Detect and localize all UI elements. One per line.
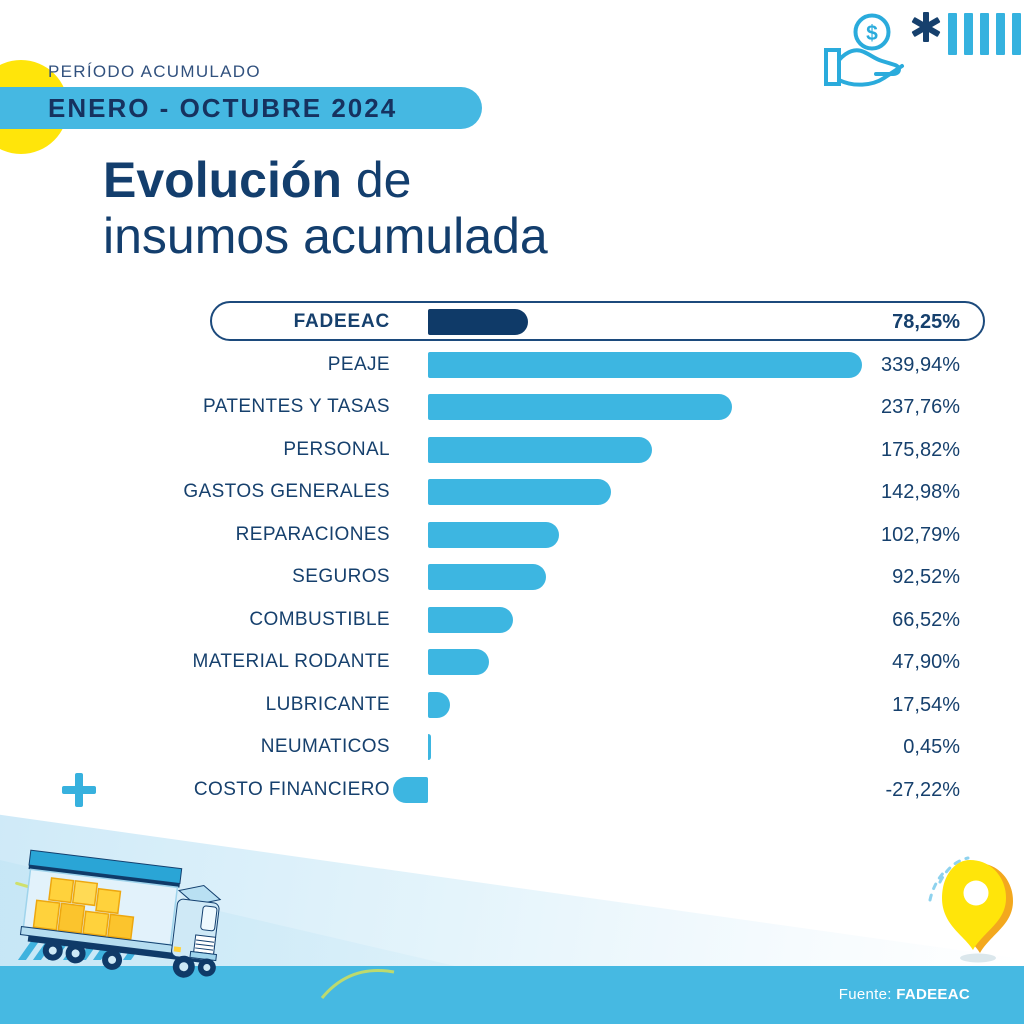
location-pin-icon <box>928 856 1013 963</box>
value-bar <box>428 436 653 463</box>
period-banner: ENERO - OCTUBRE 2024 <box>0 87 482 129</box>
value-label: 47,90% <box>892 651 960 673</box>
chart-row-gastos-generales: GASTOS GENERALES 142,98% <box>0 471 1024 513</box>
value-bar <box>428 606 513 633</box>
value-bar <box>428 564 547 590</box>
plus-icon <box>62 773 96 807</box>
chart-row-reparaciones: REPARACIONES 102,79% <box>0 514 1024 556</box>
chart-row-costo-financiero: COSTO FINANCIERO -27,22% <box>0 769 1024 811</box>
value-label: 102,79% <box>881 523 960 546</box>
tally-bars-icon <box>948 13 1021 55</box>
category-label: COMBUSTIBLE <box>249 608 390 630</box>
value-bar <box>428 521 560 548</box>
value-label: 237,76% <box>881 396 960 418</box>
value-bar <box>428 351 862 378</box>
value-label: -27,22% <box>885 778 961 801</box>
category-label: MATERIAL RODANTE <box>192 651 390 672</box>
chart-row-combustible: COMBUSTIBLE 66,52% <box>0 599 1024 641</box>
category-label: PEAJE <box>327 353 390 375</box>
truck-illustration <box>19 849 222 978</box>
chart-row-material-rodante: MATERIAL RODANTE 47,90% <box>0 641 1024 683</box>
value-bar <box>428 691 451 718</box>
category-label: PERSONAL <box>283 438 390 460</box>
fadeeac-highlight-pill <box>210 301 985 341</box>
value-label: 92,52% <box>892 566 960 588</box>
value-bar <box>428 309 528 335</box>
green-arc-decoration <box>320 968 395 999</box>
chart-row-peaje: PEAJE 339,94% <box>0 344 1024 386</box>
title-rest: de <box>341 152 412 208</box>
chart-row-seguros: SEGUROS 92,52% <box>0 556 1024 598</box>
value-label: 0,45% <box>903 736 960 758</box>
source-credit: Fuente: FADEEAC <box>839 966 970 1024</box>
hand-coin-icon: $ <box>824 13 904 87</box>
chart-row-patentes-y-tasas: PATENTES Y TASAS 237,76% <box>0 386 1024 428</box>
category-label: COSTO FINANCIERO <box>193 778 390 800</box>
category-label: REPARACIONES <box>235 523 390 545</box>
bar-chart: FADEEAC 78,25% PEAJE 339,94% PATENTES Y … <box>0 301 1024 821</box>
value-label: 78,25% <box>892 311 960 333</box>
value-label: 66,52% <box>892 608 960 631</box>
source-name: FADEEAC <box>896 986 970 1003</box>
footer-band <box>0 966 1024 1024</box>
title-emphasis: Evolución <box>103 152 342 208</box>
svg-text:$: $ <box>866 22 878 45</box>
value-label: 17,54% <box>892 693 960 716</box>
title-line2: insumos acumulada <box>103 208 548 264</box>
category-label: PATENTES Y TASAS <box>203 396 390 417</box>
page-title: Evolución de insumos acumulada <box>103 152 548 264</box>
asterisk-icon <box>911 12 941 42</box>
period-kicker: PERÍODO ACUMULADO <box>48 62 261 81</box>
source-prefix: Fuente: <box>838 986 897 1003</box>
value-bar <box>393 776 428 803</box>
value-bar <box>428 734 431 760</box>
chart-row-neumaticos: NEUMATICOS 0,45% <box>0 726 1024 768</box>
chart-row-fadeeac: FADEEAC 78,25% <box>0 301 1024 343</box>
value-bar <box>428 479 611 505</box>
category-label: NEUMATICOS <box>260 736 390 757</box>
category-label: FADEEAC <box>293 311 390 332</box>
value-bar <box>428 649 490 675</box>
chart-row-personal: PERSONAL 175,82% <box>0 429 1024 471</box>
value-label: 175,82% <box>881 438 960 461</box>
period-banner-label: ENERO - OCTUBRE 2024 <box>48 93 398 123</box>
value-bar <box>428 394 732 420</box>
chart-row-lubricante: LUBRICANTE 17,54% <box>0 684 1024 726</box>
category-label: GASTOS GENERALES <box>183 481 390 502</box>
value-label: 142,98% <box>881 481 960 503</box>
category-label: SEGUROS <box>292 566 390 587</box>
category-label: LUBRICANTE <box>265 693 390 715</box>
value-label: 339,94% <box>881 353 960 376</box>
